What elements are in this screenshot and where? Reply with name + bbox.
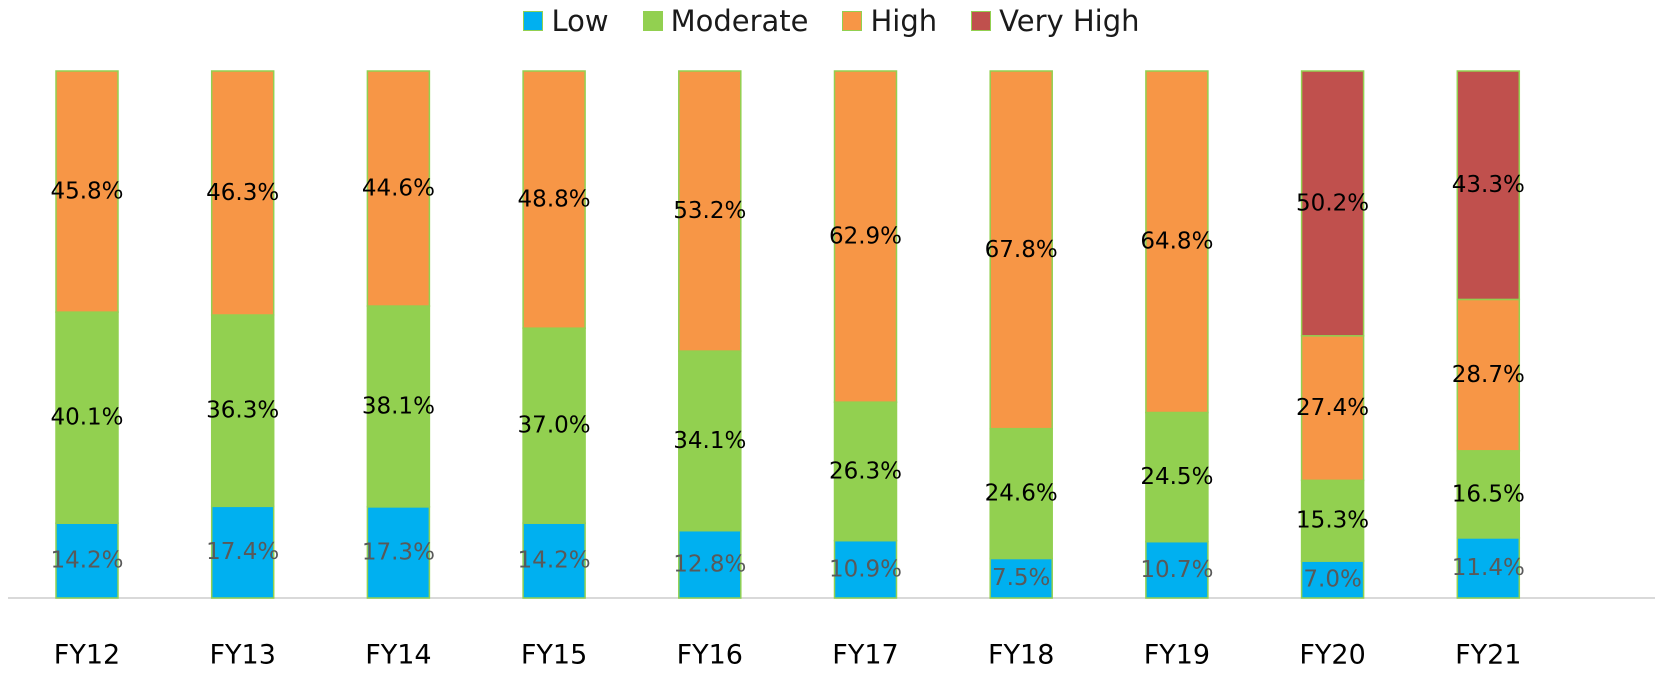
bar-segment-high-fy20 [1300,335,1365,482]
data-label-high-fy20: 27.4% [1296,395,1369,421]
data-label-high-fy15: 48.8% [518,187,591,213]
data-label-moderate-fy18: 24.6% [985,481,1058,507]
x-tick-label-fy13: FY13 [210,640,276,671]
data-label-low-fy14: 17.3% [362,539,435,565]
x-tick-label-fy19: FY19 [1144,640,1210,671]
bar-segment-high-fy19 [1145,70,1209,414]
bar-stack-fy21: 11.4% 16.5% 28.7% 43.3% [1452,70,1525,599]
bar-segment-low-fy15 [522,522,586,599]
legend-item-very-high: Very High [971,4,1140,38]
bar-segment-low-fy18 [989,557,1053,599]
bar-segment-high-fy14 [366,70,431,307]
bar-stack-fy19: 10.7% 24.5% 64.8% [1140,70,1213,599]
data-label-low-fy18: 7.5% [992,565,1050,591]
legend-item-moderate: Moderate [642,4,809,38]
x-tick-label-fy17: FY17 [832,640,898,671]
bar-segment-high-fy13 [210,70,275,316]
bar-segment-low-fy16 [678,529,742,599]
x-tick-label-fy20: FY20 [1299,640,1365,671]
bar-segment-moderate-fy12 [55,311,119,524]
data-label-low-fy17: 10.9% [829,556,902,582]
legend-swatch-low [523,11,544,31]
bar-segment-low-fy20 [1300,560,1365,599]
data-label-low-fy16: 12.8% [673,551,746,577]
bar-stack-fy17: 10.9% 26.3% 62.9% [829,70,902,599]
data-label-high-fy14: 44.6% [362,176,435,202]
x-tick-label-fy15: FY15 [521,640,587,671]
legend-item-low: Low [523,4,609,38]
legend-label-very-high: Very High [999,4,1140,38]
data-label-low-fy12: 14.2% [50,548,123,574]
bar-segment-high-fy17 [833,70,898,403]
bar-segment-moderate-fy20 [1300,479,1365,562]
data-label-moderate-fy17: 26.3% [829,458,902,484]
legend-label-low: Low [551,4,609,38]
bar-segment-moderate-fy15 [522,327,586,524]
bar-segment-very-high-fy20 [1300,70,1365,337]
bar-segment-moderate-fy16 [678,350,742,532]
bar-segment-moderate-fy13 [210,314,275,508]
bar-segment-low-fy21 [1456,537,1521,599]
data-label-high-fy19: 64.8% [1140,229,1213,255]
data-label-high-fy12: 45.8% [50,179,123,205]
data-label-high-fy13: 46.3% [206,180,279,206]
data-label-moderate-fy12: 40.1% [50,405,123,431]
data-label-low-fy19: 10.7% [1140,557,1213,583]
x-tick-label-fy18: FY18 [988,640,1054,671]
bar-segment-high-fy21 [1456,298,1521,452]
legend: Low Moderate High Very High [0,4,1663,38]
legend-swatch-moderate [642,11,663,31]
bar-segment-moderate-fy19 [1145,411,1209,543]
data-label-high-fy18: 67.8% [985,237,1058,263]
x-tick-label-fy12: FY12 [54,640,120,671]
data-label-low-fy15: 14.2% [518,548,591,574]
data-label-high-fy21: 28.7% [1452,362,1525,388]
bar-segment-moderate-fy14 [366,305,431,508]
bar-segment-high-fy16 [678,70,742,352]
bar-stack-fy14: 17.3% 38.1% 44.6% [362,70,435,599]
x-tick-label-fy14: FY14 [365,640,431,671]
data-label-very-high-fy20: 50.2% [1296,190,1369,216]
data-label-moderate-fy13: 36.3% [206,398,279,424]
data-label-low-fy20: 7.0% [1303,567,1361,593]
legend-label-high: High [870,4,938,38]
data-label-moderate-fy15: 37.0% [518,413,591,439]
data-label-low-fy13: 17.4% [206,539,279,565]
bar-segment-moderate-fy18 [989,427,1053,560]
legend-swatch-very-high [971,11,992,31]
x-tick-label-fy21: FY21 [1455,640,1521,671]
data-label-moderate-fy21: 16.5% [1452,481,1525,507]
x-tick-label-fy16: FY16 [677,640,743,671]
legend-swatch-high [842,11,863,31]
bar-segment-high-fy15 [522,70,586,329]
bar-segment-low-fy19 [1145,540,1209,599]
bar-segment-high-fy12 [55,70,119,313]
data-label-high-fy17: 62.9% [829,224,902,250]
data-label-moderate-fy20: 15.3% [1296,508,1369,534]
data-label-moderate-fy16: 34.1% [673,428,746,454]
bar-stack-fy16: 12.8% 34.1% 53.2% [673,70,746,599]
bar-segment-low-fy17 [833,539,898,599]
bar-segment-high-fy18 [989,70,1053,430]
data-label-moderate-fy14: 38.1% [362,393,435,419]
data-label-moderate-fy19: 24.5% [1140,464,1213,490]
data-label-low-fy21: 11.4% [1452,555,1525,581]
bar-stack-fy13: 17.4% 36.3% 46.3% [206,70,279,599]
bar-stack-fy12: 14.2% 40.1% 45.8% [50,70,124,599]
bar-segment-low-fy13 [210,505,275,599]
legend-item-high: High [842,4,937,38]
data-label-very-high-fy21: 43.3% [1452,172,1525,198]
bar-segment-low-fy14 [366,506,431,599]
bar-stack-fy15: 14.2% 37.0% 48.8% [518,70,591,599]
bar-stack-fy18: 7.5% 24.6% 67.8% [985,70,1058,599]
bar-stack-fy20: 7.0% 15.3% 27.4% 50.2% [1296,70,1369,599]
data-label-high-fy16: 53.2% [673,198,746,224]
bar-segment-very-high-fy21 [1456,70,1521,301]
legend-label-moderate: Moderate [670,4,809,38]
